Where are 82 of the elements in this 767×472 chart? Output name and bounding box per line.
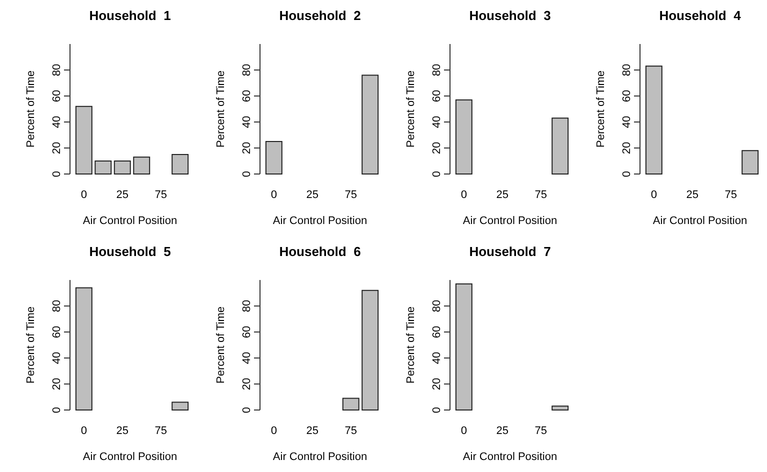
y-tick-label: 0	[241, 170, 253, 178]
x-tick-label: 25	[306, 189, 319, 201]
chart-title: Household 4	[659, 8, 742, 23]
bar	[114, 160, 131, 174]
y-tick-label: 40	[241, 116, 253, 128]
y-tick-label: 20	[51, 378, 63, 390]
y-axis-title: Percent of Time	[405, 306, 417, 384]
y-tick-label: 60	[241, 90, 253, 102]
y-tick-label: 40	[241, 352, 253, 364]
y-tick-label: 60	[51, 90, 63, 102]
x-tick-label: 75	[344, 189, 357, 201]
y-tick-label: 40	[431, 116, 443, 128]
x-tick-label: 0	[80, 425, 87, 437]
x-tick-label: 0	[270, 425, 277, 437]
y-tick-label: 20	[51, 142, 63, 154]
x-tick-label: 0	[270, 189, 277, 201]
y-axis-title: Percent of Time	[405, 70, 417, 148]
y-tick-label: 40	[51, 352, 63, 364]
x-tick-label: 25	[116, 189, 129, 201]
x-tick-label: 0	[650, 189, 657, 201]
y-tick-label: 20	[431, 142, 443, 154]
x-tick-label: 0	[460, 425, 467, 437]
y-tick-label: 0	[51, 406, 63, 414]
chart-title: Household 3	[469, 8, 551, 23]
y-axis-title: Percent of Time	[215, 306, 227, 384]
y-axis-title: Percent of Time	[25, 306, 37, 384]
y-tick-label: 80	[621, 64, 633, 76]
x-tick-label: 25	[686, 189, 699, 201]
y-tick-label: 60	[51, 326, 63, 338]
y-tick-label: 20	[241, 378, 253, 390]
y-tick-label: 80	[51, 300, 63, 312]
x-tick-label: 25	[116, 425, 129, 437]
y-tick-label: 60	[621, 90, 633, 102]
y-axis-title: Percent of Time	[215, 70, 227, 148]
x-tick-label: 75	[154, 425, 167, 437]
y-tick-label: 80	[51, 64, 63, 76]
chart-title: Household 1	[89, 8, 171, 23]
y-tick-label: 0	[431, 170, 443, 178]
y-tick-label: 40	[621, 116, 633, 128]
y-tick-label: 0	[621, 170, 633, 178]
chart-title: Household 2	[279, 8, 361, 23]
chart-title: Household 5	[89, 244, 171, 259]
x-tick-label: 25	[496, 189, 509, 201]
x-axis-title: Air Control Position	[462, 451, 558, 463]
x-axis-title: Air Control Position	[462, 215, 558, 227]
bar	[94, 160, 112, 174]
y-tick-label: 60	[431, 326, 443, 338]
y-tick-label: 60	[431, 90, 443, 102]
y-tick-label: 20	[431, 378, 443, 390]
x-tick-label: 0	[80, 189, 87, 201]
x-tick-label: 75	[534, 189, 547, 201]
x-axis-title: Air Control Position	[652, 215, 748, 227]
x-axis-title: Air Control Position	[272, 451, 368, 463]
chart-title: Household 6	[279, 244, 361, 259]
y-tick-label: 80	[241, 300, 253, 312]
x-tick-label: 25	[306, 425, 319, 437]
x-tick-label: 75	[534, 425, 547, 437]
y-tick-label: 80	[431, 300, 443, 312]
y-tick-label: 80	[431, 64, 443, 76]
x-axis-title: Air Control Position	[82, 451, 178, 463]
y-axis-title: Percent of Time	[25, 70, 37, 148]
y-tick-label: 60	[241, 326, 253, 338]
bar	[133, 156, 150, 174]
x-tick-label: 75	[344, 425, 357, 437]
y-tick-label: 40	[51, 116, 63, 128]
x-axis-title: Air Control Position	[272, 215, 368, 227]
y-tick-label: 0	[431, 406, 443, 414]
bar	[172, 154, 189, 174]
y-tick-label: 80	[241, 64, 253, 76]
y-tick-label: 20	[241, 142, 253, 154]
x-tick-label: 0	[460, 189, 467, 201]
y-axis-title: Percent of Time	[595, 70, 607, 148]
x-tick-label: 75	[154, 189, 167, 201]
chart-title: Household 7	[469, 244, 551, 259]
y-tick-label: 40	[431, 352, 443, 364]
y-tick-label: 0	[241, 406, 253, 414]
x-axis-title: Air Control Position	[82, 215, 178, 227]
y-tick-label: 20	[621, 142, 633, 154]
y-tick-label: 0	[51, 170, 63, 178]
x-tick-label: 25	[496, 425, 509, 437]
bar	[75, 106, 92, 174]
x-tick-label: 75	[724, 189, 737, 201]
